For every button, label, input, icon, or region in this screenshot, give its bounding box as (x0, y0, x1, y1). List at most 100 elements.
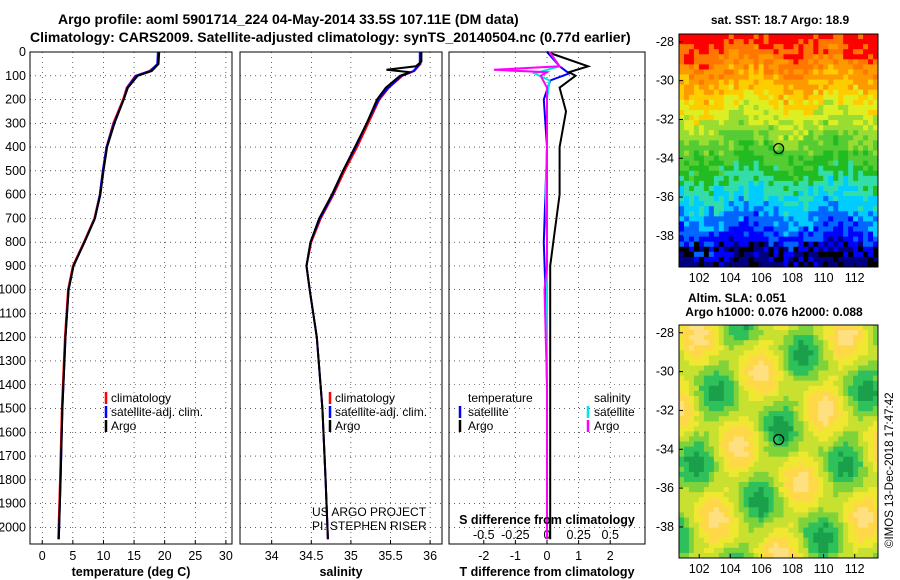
sst-cell (808, 59, 814, 65)
sla-cell (848, 537, 854, 544)
sst-cell (873, 120, 879, 126)
sst-cell (748, 160, 755, 167)
sst-cell (713, 64, 720, 70)
sst-cell (808, 241, 814, 248)
sst-cell (863, 226, 869, 232)
sla-cell (688, 416, 695, 422)
s-difference-axis-ticks: -0.5 -0.25 0 0.25 0.5 (473, 528, 619, 542)
depth-tick-label: 300 (5, 116, 26, 130)
sla-cell (743, 365, 750, 371)
sla-cell (818, 527, 824, 534)
sla-cell (863, 340, 869, 346)
sla-cell (693, 365, 700, 371)
sla-cell (873, 466, 879, 473)
sla-cell (768, 517, 774, 523)
sla-cell (843, 395, 849, 402)
sla-cell (728, 395, 735, 402)
sst-cell (833, 165, 839, 172)
sst-cell (838, 150, 844, 156)
sla-cell (803, 385, 809, 392)
sla-cell (703, 365, 710, 371)
sst-cell (803, 196, 809, 202)
sst-cell (733, 140, 740, 146)
sst-cell (718, 59, 725, 65)
sst-cell (683, 180, 690, 187)
sla-cell (738, 507, 745, 513)
salinity-axis-ticks: 34 34.5 35 35.5 36 (265, 540, 437, 563)
sla-cell (823, 360, 829, 366)
sst-cell (753, 54, 760, 60)
sst-cell (723, 241, 730, 248)
sst-cell (873, 74, 879, 80)
sst-cell (783, 74, 789, 80)
sla-cell (848, 441, 854, 447)
sst-cell (808, 201, 814, 207)
sst-cell (768, 84, 774, 91)
sst-cell (828, 49, 834, 55)
sla-cell (868, 542, 874, 549)
sla-cell (693, 350, 700, 356)
map-lon-tick-label: 110 (814, 271, 834, 285)
sst-cell (743, 155, 750, 162)
sla-cell (748, 431, 755, 437)
sst-cell (858, 241, 864, 248)
sla-cell (708, 517, 715, 523)
sla-cell (848, 547, 854, 554)
sla-cell (813, 507, 819, 513)
sla-cell (748, 380, 755, 387)
sst-cell (679, 160, 685, 167)
sst-cell (833, 191, 839, 197)
sla-cell (818, 441, 824, 447)
sst-cell (838, 216, 844, 222)
sla-cell (703, 340, 710, 346)
sst-cell (723, 170, 730, 177)
sst-cell (798, 236, 804, 243)
sst-cell (713, 261, 720, 268)
sst-cell (679, 140, 685, 146)
sst-cell (833, 170, 839, 177)
sla-cell (858, 406, 864, 412)
sla-cell (713, 335, 720, 341)
sla-cell (733, 385, 740, 392)
sla-cell (698, 436, 705, 442)
sst-cell (733, 109, 740, 116)
sst-cell (703, 120, 710, 126)
sla-cell (843, 441, 849, 447)
map-lon-tick-label: 102 (689, 271, 710, 285)
sst-cell (828, 145, 834, 151)
sst-cell (733, 99, 740, 106)
sst-cell (683, 150, 690, 156)
sla-cell (748, 497, 755, 503)
sst-cell (688, 175, 695, 182)
sst-cell (788, 115, 794, 121)
sla-cell (679, 431, 685, 437)
sla-cell (853, 400, 859, 407)
sst-cell (768, 79, 774, 86)
sla-cell (723, 547, 730, 554)
sla-cell (808, 436, 814, 442)
sla-cell (743, 385, 750, 392)
sla-map-title-1: Altim. SLA: 0.051 (688, 291, 786, 305)
sst-cell (758, 49, 764, 55)
sst-cell (868, 206, 874, 212)
sst-cell (708, 115, 715, 121)
sst-cell (873, 191, 879, 197)
sst-cell (848, 246, 854, 253)
sla-cell (743, 471, 750, 478)
sst-cell (768, 170, 774, 177)
sst-cell (773, 115, 779, 121)
sst-cell (708, 89, 715, 96)
sla-cell (818, 395, 824, 402)
sla-cell (833, 461, 839, 468)
sst-cell (863, 256, 869, 263)
sst-cell (818, 135, 824, 141)
x-tick-label: 20 (158, 549, 172, 563)
sst-cell (818, 115, 824, 121)
sst-cell (698, 185, 705, 192)
profile-line-argo (305, 52, 423, 540)
sst-cell (679, 99, 685, 106)
sla-cell (703, 532, 710, 539)
sla-cell (698, 340, 705, 346)
sla-cell (738, 487, 745, 493)
sla-cell (808, 502, 814, 508)
